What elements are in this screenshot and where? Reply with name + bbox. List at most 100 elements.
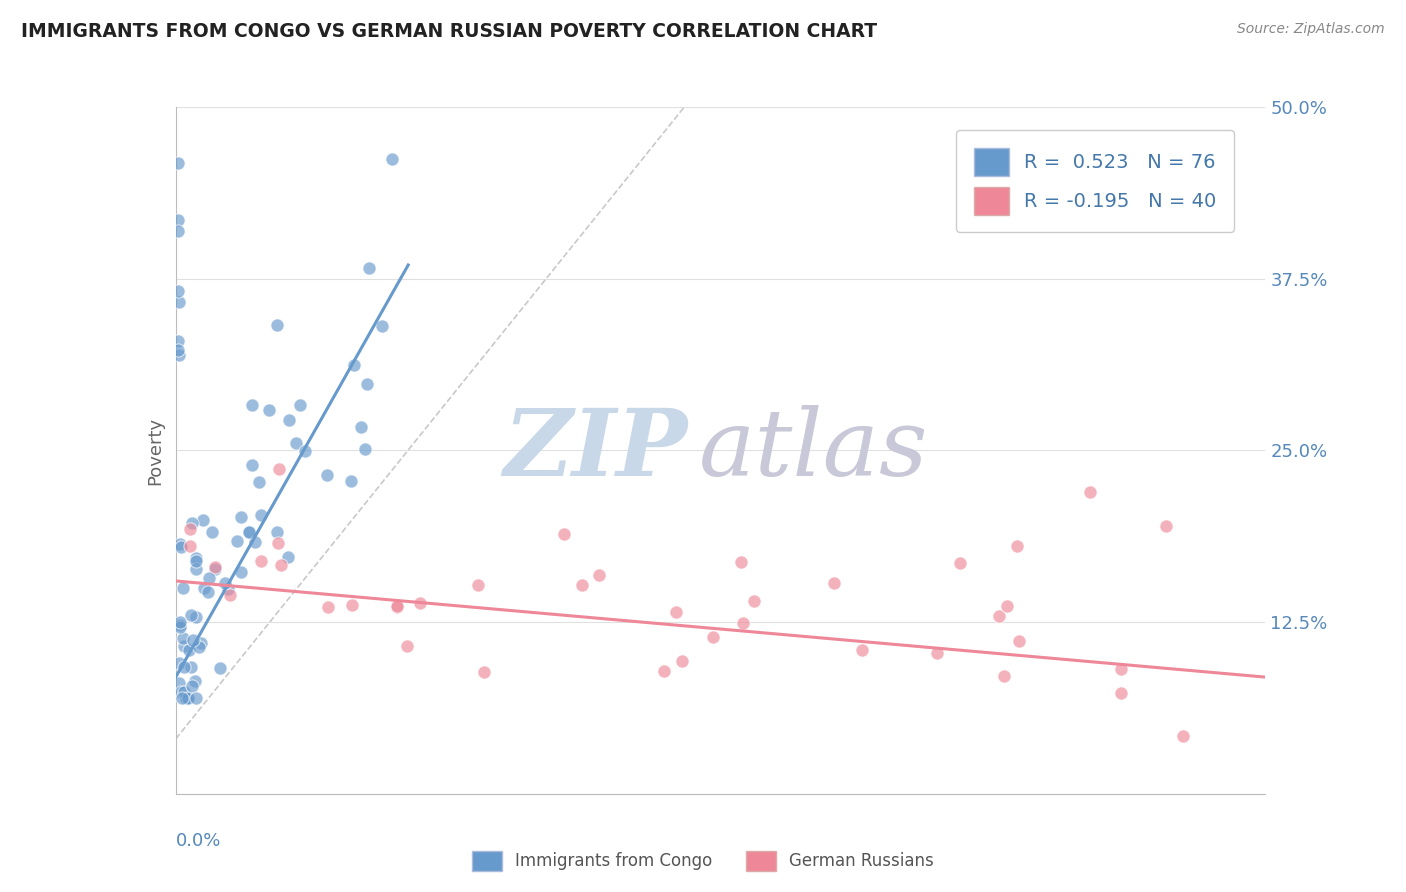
Legend: R =  0.523   N = 76, R = -0.195   N = 40: R = 0.523 N = 76, R = -0.195 N = 40 [956, 130, 1234, 232]
Point [277, 549, 299, 564]
Point [184, 673, 207, 688]
Point [193, 581, 215, 595]
Point [588, 568, 610, 582]
Point [243, 535, 266, 549]
Point [343, 358, 366, 372]
Point [184, 690, 207, 705]
Point [823, 575, 845, 590]
Point [240, 458, 263, 472]
Point [266, 536, 288, 550]
Point [340, 599, 363, 613]
Point [278, 413, 301, 427]
Point [180, 679, 202, 693]
Point [250, 508, 273, 522]
Point [925, 646, 948, 660]
Point [173, 660, 195, 674]
Point [290, 398, 312, 412]
Point [1109, 662, 1132, 676]
Point [229, 510, 252, 524]
Point [167, 343, 190, 357]
Point [169, 537, 191, 551]
Point [381, 152, 404, 166]
Point [266, 318, 288, 332]
Point [225, 533, 247, 548]
Point [177, 690, 200, 705]
Point [993, 669, 1015, 683]
Point [201, 525, 224, 540]
Point [198, 571, 221, 585]
Point [742, 594, 765, 608]
Point [181, 516, 204, 530]
Text: 0.0%: 0.0% [176, 831, 221, 850]
Point [731, 616, 754, 631]
Point [184, 554, 207, 568]
Point [179, 540, 201, 554]
Point [173, 640, 195, 654]
Point [240, 398, 263, 412]
Point [174, 690, 197, 705]
Point [571, 578, 593, 592]
Point [316, 468, 339, 483]
Point [177, 690, 200, 705]
Point [167, 285, 190, 299]
Point [247, 475, 270, 489]
Point [356, 376, 378, 391]
Point [467, 578, 489, 592]
Point [184, 561, 207, 575]
Point [197, 585, 219, 599]
Point [851, 643, 873, 657]
Point [270, 558, 292, 572]
Point [204, 560, 226, 574]
Point [472, 665, 495, 679]
Point [177, 643, 200, 657]
Point [208, 661, 231, 675]
Point [169, 615, 191, 629]
Point [169, 657, 191, 671]
Point [294, 444, 316, 458]
Point [730, 555, 752, 569]
Point [173, 685, 195, 699]
Point [238, 524, 260, 539]
Point [1005, 539, 1028, 553]
Point [169, 676, 191, 690]
Point [184, 550, 207, 565]
Point [385, 600, 408, 615]
Point [186, 610, 208, 624]
Point [671, 654, 693, 668]
Point [1080, 484, 1102, 499]
Point [354, 442, 377, 456]
Point [949, 556, 972, 570]
Point [652, 664, 675, 678]
Text: ZIP: ZIP [503, 406, 688, 495]
Point [987, 608, 1010, 623]
Point [214, 575, 236, 590]
Point [181, 632, 204, 647]
Text: atlas: atlas [699, 406, 928, 495]
Point [172, 690, 194, 705]
Point [318, 599, 340, 614]
Point [1109, 686, 1132, 700]
Y-axis label: Poverty: Poverty [146, 417, 165, 484]
Point [190, 636, 212, 650]
Point [1008, 634, 1031, 648]
Point [231, 566, 253, 580]
Point [170, 685, 193, 699]
Point [553, 527, 575, 541]
Point [169, 620, 191, 634]
Point [269, 462, 291, 476]
Point [357, 260, 380, 275]
Point [1173, 729, 1195, 743]
Point [174, 690, 197, 705]
Point [257, 403, 280, 417]
Legend: Immigrants from Congo, German Russians: Immigrants from Congo, German Russians [464, 842, 942, 880]
Point [219, 588, 242, 602]
Point [995, 599, 1018, 613]
Point [387, 599, 409, 613]
Point [395, 639, 418, 653]
Point [702, 630, 724, 644]
Point [340, 474, 363, 488]
Point [180, 607, 202, 622]
Point [284, 436, 307, 450]
Point [169, 540, 191, 554]
Point [217, 582, 239, 596]
